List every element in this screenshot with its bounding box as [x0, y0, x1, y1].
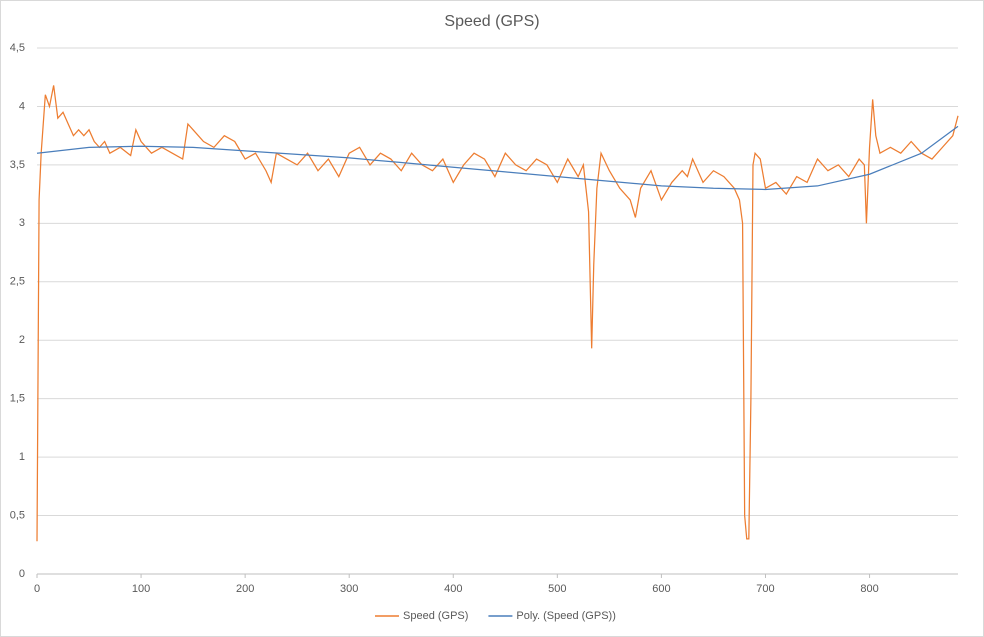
chart-title: Speed (GPS)	[444, 13, 539, 30]
y-tick-label: 3	[19, 217, 25, 229]
x-tick-label: 200	[236, 583, 254, 595]
x-tick-label: 800	[860, 583, 878, 595]
x-tick-label: 700	[756, 583, 774, 595]
x-tick-label: 0	[34, 583, 40, 595]
data-line	[36, 125, 959, 191]
y-tick-label: 4	[19, 100, 25, 112]
x-tick-label: 100	[132, 583, 150, 595]
x-tick-label: 300	[340, 583, 358, 595]
x-tick-label: 400	[444, 583, 462, 595]
x-tick-label: 600	[652, 583, 670, 595]
y-tick-label: 4,5	[10, 42, 25, 54]
legend-label: Poly. (Speed (GPS))	[516, 610, 615, 622]
y-tick-label: 3,5	[10, 159, 25, 171]
legend-label: Speed (GPS)	[403, 610, 468, 622]
y-tick-label: 0,5	[10, 509, 25, 521]
x-tick-label: 500	[548, 583, 566, 595]
y-tick-label: 1,5	[10, 393, 25, 405]
y-tick-label: 1	[19, 451, 25, 463]
y-tick-label: 2,5	[10, 276, 25, 288]
data-line	[36, 85, 959, 542]
y-tick-label: 0	[19, 568, 25, 580]
y-tick-label: 2	[19, 334, 25, 346]
